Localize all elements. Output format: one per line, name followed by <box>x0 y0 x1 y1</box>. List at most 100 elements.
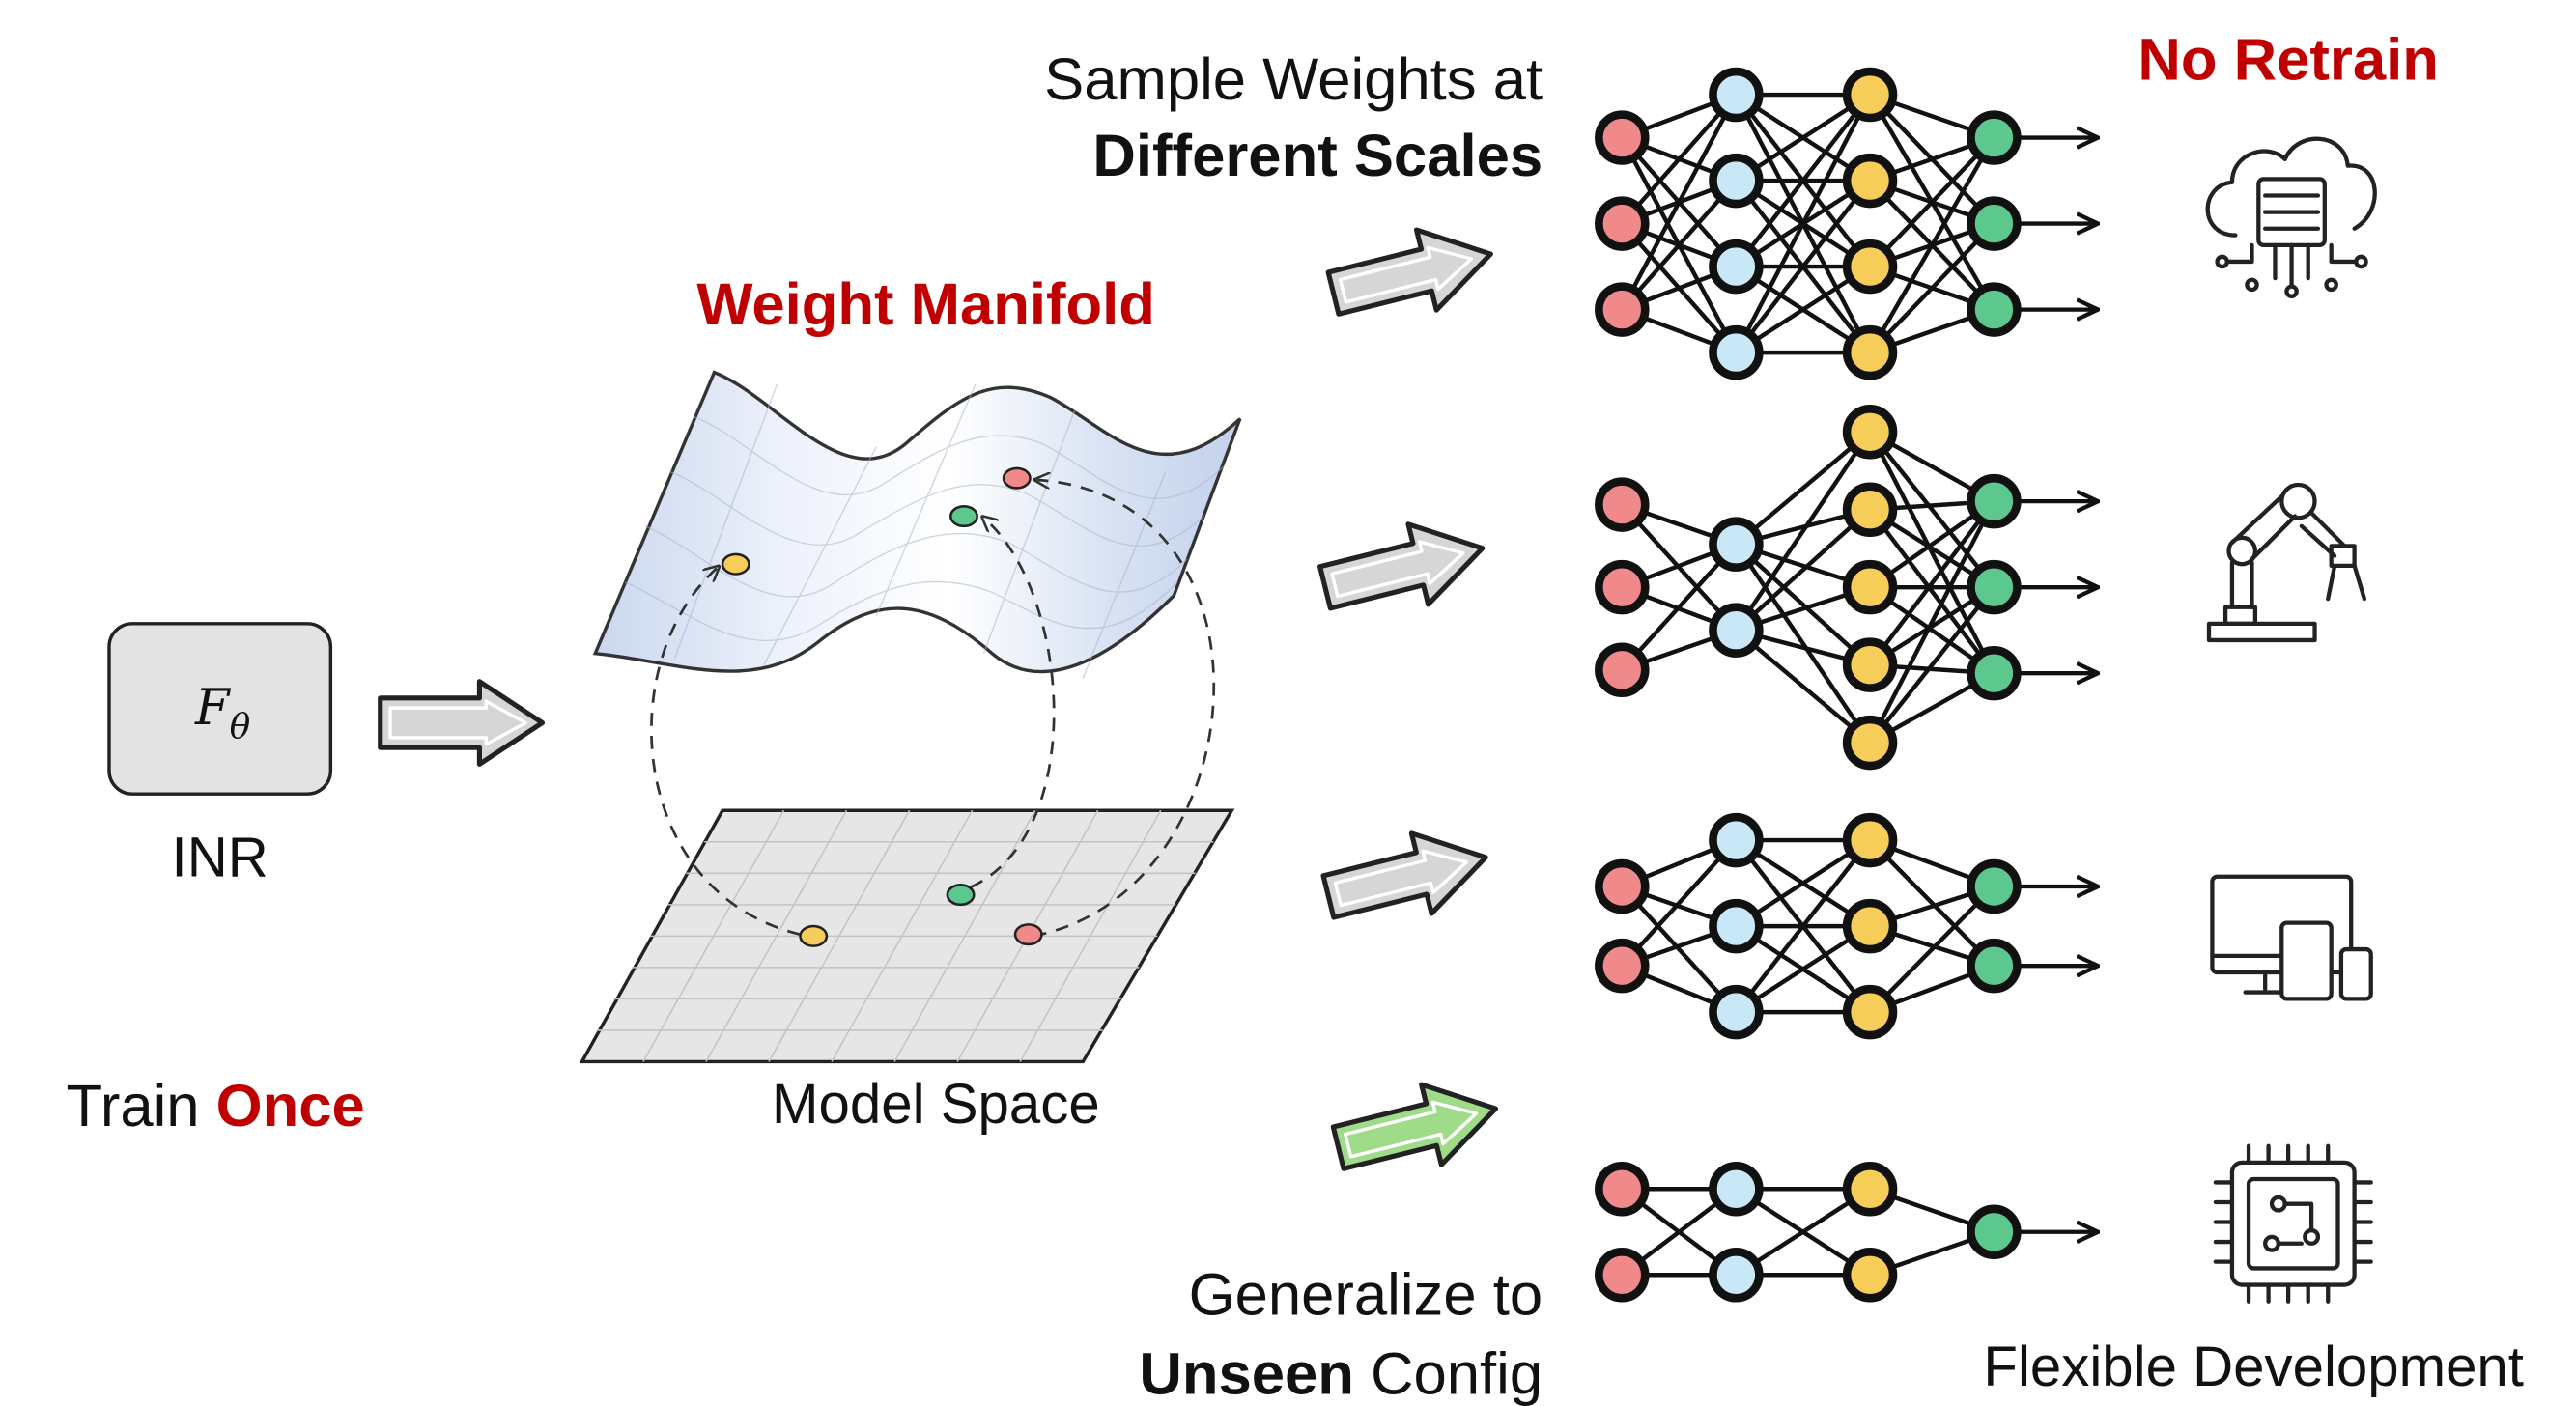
gray-arrow <box>1320 830 1488 920</box>
hidden-node <box>1842 153 1898 209</box>
network-3 <box>1595 812 2096 1040</box>
network-edge <box>1734 628 1872 745</box>
network-edge <box>1868 500 1996 745</box>
hidden-node <box>1842 1162 1898 1217</box>
network-edge <box>1868 585 1996 745</box>
network-edge <box>1868 508 1996 675</box>
no-retrain-label: No Retrain <box>2137 27 2439 94</box>
input-node <box>1595 1248 1650 1303</box>
cloud-server-icon <box>2205 136 2377 299</box>
network-edge <box>1620 93 1739 226</box>
hidden-node <box>1842 637 1898 692</box>
network-edge <box>1868 431 1996 675</box>
network-edge <box>1734 430 1872 547</box>
flexible-development-label: Flexible Development <box>1983 1336 2524 1398</box>
manifold-points <box>721 466 1032 576</box>
robot-arm-icon <box>2206 482 2367 643</box>
network-4 <box>1595 1162 2096 1303</box>
network-edge <box>1868 222 1996 354</box>
input-node <box>1595 282 1650 337</box>
network-edge <box>1734 508 1872 633</box>
hidden-node <box>1842 898 1898 954</box>
input-node <box>1595 110 1650 165</box>
output-node <box>1967 1204 2022 1260</box>
network-edge <box>1620 838 1739 968</box>
output-node <box>1967 645 2022 701</box>
weight-manifold-surface <box>592 370 1242 679</box>
hidden-node <box>1842 812 1898 868</box>
network-edge <box>1734 543 1872 667</box>
hidden-node <box>1842 559 1898 615</box>
network-edge <box>1620 94 1739 311</box>
output-node <box>1967 196 2022 251</box>
hidden-node <box>1709 812 1764 868</box>
input-node <box>1595 196 1650 251</box>
network-edge <box>1734 93 1872 268</box>
gray-arrow <box>1317 521 1486 611</box>
arrow-inr-to-manifold <box>378 679 546 767</box>
hidden-node <box>1709 239 1764 295</box>
model-space-label: Model Space <box>772 1073 1100 1136</box>
hidden-node <box>1842 239 1898 295</box>
manifold-title: Weight Manifold <box>696 271 1155 338</box>
output-node <box>1967 559 2022 615</box>
networks <box>1595 67 2096 1303</box>
output-node <box>1967 473 2022 529</box>
train-once-label: Train Once <box>66 1073 364 1139</box>
hidden-node <box>1709 898 1764 954</box>
gray-arrow <box>1325 227 1493 317</box>
network-arrows <box>1317 227 1499 1171</box>
output-node <box>1967 110 2022 165</box>
input-node <box>1595 858 1650 914</box>
inr-box <box>107 622 333 796</box>
hidden-node <box>1709 324 1764 380</box>
input-node <box>1595 1162 1650 1217</box>
input-node <box>1595 938 1650 994</box>
hidden-node <box>1709 984 1764 1040</box>
network-edge <box>1734 543 1872 745</box>
network-edge <box>1868 499 1996 666</box>
network-edge <box>1620 543 1739 672</box>
hidden-node <box>1842 482 1898 537</box>
output-node <box>1967 282 2022 337</box>
model-space-points <box>799 884 1043 947</box>
hidden-node <box>1709 153 1764 209</box>
hidden-node <box>1842 984 1898 1040</box>
network-edge <box>1734 431 1872 632</box>
input-node <box>1595 559 1650 615</box>
generalize-line2: Unseen Config <box>1139 1341 1543 1406</box>
inr-block: Fθ INR <box>107 622 333 889</box>
inr-formula: Fθ <box>194 679 251 746</box>
hidden-node <box>1842 715 1898 771</box>
network-edge <box>1734 838 1872 1014</box>
network-edge <box>1868 885 1996 1014</box>
network-edge <box>1620 885 1739 1014</box>
devices-icon <box>2210 874 2373 1001</box>
hidden-node <box>1709 67 1764 123</box>
green-arrow <box>1330 1082 1499 1171</box>
hidden-node <box>1842 67 1898 123</box>
network-edge <box>1868 430 1996 589</box>
network-edge <box>1868 136 1996 268</box>
hidden-node <box>1842 405 1898 460</box>
hidden-node <box>1842 324 1898 380</box>
network-1 <box>1595 67 2096 380</box>
generalize-line1: Generalize to <box>1189 1261 1543 1328</box>
sample-weights-line2: Different Scales <box>1092 123 1543 189</box>
network-edge <box>1734 94 1873 354</box>
output-node <box>1967 938 2022 994</box>
input-node <box>1595 477 1650 532</box>
hidden-node <box>1709 1162 1764 1217</box>
network-2 <box>1595 405 2096 771</box>
hidden-node <box>1842 1248 1898 1303</box>
chip-icon <box>2213 1143 2373 1304</box>
hidden-node <box>1709 517 1764 572</box>
hidden-node <box>1709 1248 1764 1303</box>
network-edge <box>1620 179 1739 312</box>
model-space-plane <box>579 808 1235 1064</box>
network-edge <box>1734 179 1872 354</box>
mapping-curves <box>650 480 1216 938</box>
network-edge <box>1868 136 1996 354</box>
sample-weights-line1: Sample Weights at <box>1044 46 1543 113</box>
